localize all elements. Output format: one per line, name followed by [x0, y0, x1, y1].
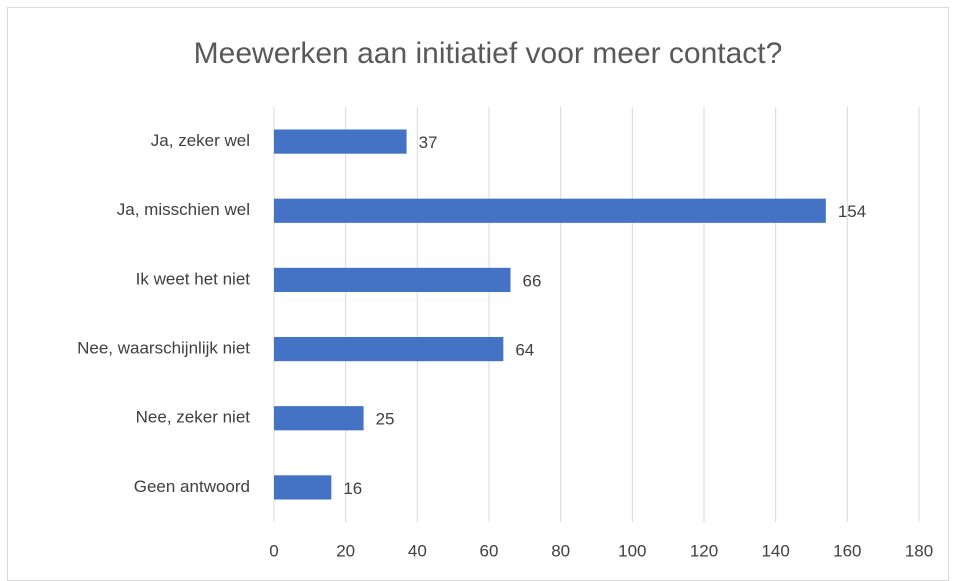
x-tick-label: 180 — [905, 541, 933, 560]
x-tick-label: 0 — [269, 541, 278, 560]
bar — [274, 129, 407, 154]
x-tick-label: 60 — [480, 541, 499, 560]
bar — [274, 267, 511, 293]
y-tick-label: Ja, misschien wel — [117, 200, 250, 219]
y-tick-label: Ja, zeker wel — [151, 131, 250, 150]
x-tick-label: 40 — [408, 541, 427, 560]
chart-title: Meewerken aan initiatief voor meer conta… — [194, 37, 783, 70]
data-label: 154 — [838, 202, 866, 221]
x-tick-label: 100 — [618, 541, 646, 560]
x-tick-label: 140 — [761, 541, 789, 560]
x-tick-label: 20 — [336, 541, 355, 560]
bar — [274, 198, 826, 223]
data-label: 64 — [515, 341, 534, 360]
data-label: 66 — [523, 271, 542, 290]
x-tick-label: 160 — [833, 541, 861, 560]
data-label: 25 — [376, 410, 395, 429]
x-tick-label: 120 — [690, 541, 718, 560]
bar — [274, 406, 364, 431]
x-tick-label: 80 — [551, 541, 570, 560]
chart-border — [7, 7, 949, 581]
y-tick-label: Nee, waarschijnlijk niet — [77, 339, 250, 358]
data-label: 16 — [343, 479, 362, 498]
y-tick-label: Ik weet het niet — [136, 269, 251, 288]
bar — [274, 336, 504, 362]
y-tick-label: Geen antwoord — [134, 477, 250, 496]
bar — [274, 475, 332, 500]
data-label: 37 — [419, 133, 438, 152]
y-tick-label: Nee, zeker niet — [136, 408, 251, 427]
